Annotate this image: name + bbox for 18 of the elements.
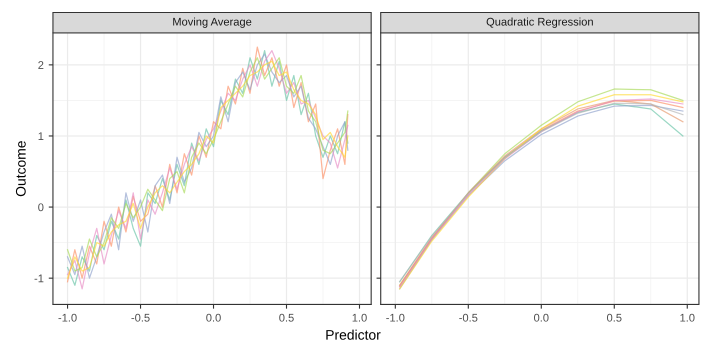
y-tick-label: 2 (38, 61, 44, 69)
y-tick-label: 1 (38, 132, 44, 140)
x-tick-label: -1.0 (386, 314, 404, 322)
x-tick-label: -1.0 (58, 314, 77, 322)
x-tick-label: -0.5 (131, 314, 150, 322)
y-tick-label: -1 (34, 274, 44, 282)
chart-title: Moving Average (173, 18, 252, 28)
chart-title: Quadratic Regression (486, 18, 593, 28)
x-tick-label: 0.5 (279, 314, 294, 322)
x-tick-label: 0.0 (206, 314, 221, 322)
x-tick-label: 1.0 (680, 314, 695, 322)
x-tick-label: 0.0 (534, 314, 549, 322)
x-tick-label: -0.5 (459, 314, 478, 322)
y-axis-title: Outcome (16, 141, 26, 196)
x-tick-label: 1.0 (352, 314, 367, 322)
x-tick-label: 0.5 (606, 314, 622, 322)
x-axis-title: Predictor (326, 330, 381, 340)
y-tick-label: 0 (38, 203, 44, 212)
